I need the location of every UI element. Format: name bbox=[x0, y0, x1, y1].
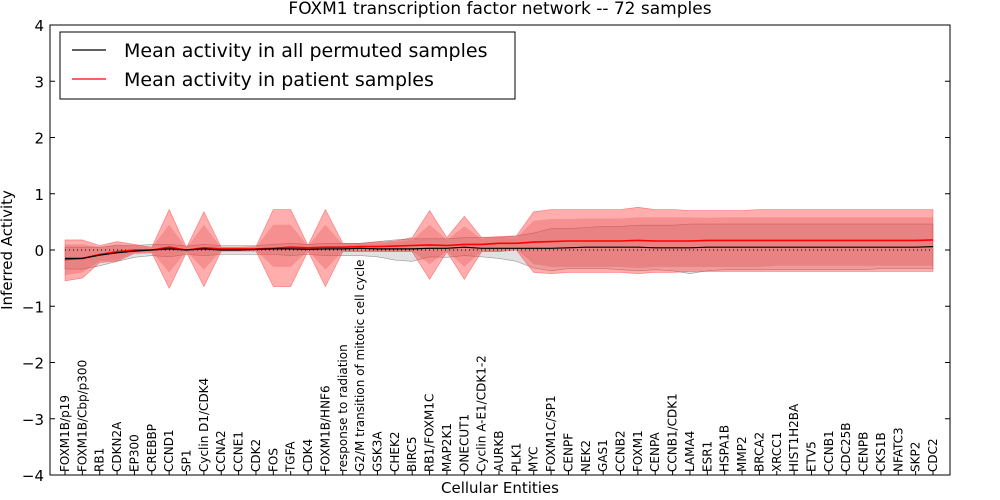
y-tick-label: 2 bbox=[34, 130, 44, 148]
x-tick-label: ONECUT1 bbox=[457, 414, 471, 472]
x-tick-label: GAS1 bbox=[596, 439, 610, 472]
x-tick-label: ETV5 bbox=[805, 441, 819, 472]
x-tick-label: CCNB1 bbox=[822, 430, 836, 472]
x-tick-label: G2/M transition of mitotic cell cycle bbox=[353, 259, 367, 472]
x-tick-label: CDK2 bbox=[249, 439, 263, 472]
y-tick-label: 4 bbox=[34, 17, 44, 35]
y-tick-label: −3 bbox=[22, 411, 44, 429]
x-tick-label: BIRC5 bbox=[405, 436, 419, 472]
x-tick-label: PLK1 bbox=[509, 443, 523, 472]
patient-inner-band bbox=[65, 217, 933, 276]
legend-box bbox=[59, 31, 516, 100]
y-tick-label: 1 bbox=[34, 186, 44, 204]
chart-title: FOXM1 transcription factor network -- 72… bbox=[288, 0, 711, 19]
x-axis-label: Cellular Entities bbox=[441, 479, 559, 497]
x-tick-label: HSPA1B bbox=[718, 425, 732, 472]
permuted-mean-line bbox=[65, 246, 934, 259]
x-tick-label: MYC bbox=[527, 447, 541, 472]
x-tick-label: Cyclin D1/CDK4 bbox=[197, 378, 211, 472]
legend-label-patient: Mean activity in patient samples bbox=[124, 69, 434, 91]
x-tick-label: BRCA2 bbox=[752, 432, 766, 472]
patient-mean-line bbox=[64, 239, 934, 261]
x-tick-label: MMP2 bbox=[735, 436, 749, 472]
x-tick-label: FOXM1C/SP1 bbox=[544, 395, 558, 472]
x-tick-label: ESR1 bbox=[700, 441, 714, 472]
x-tick-label: NFATC3 bbox=[891, 427, 905, 472]
y-axis-label: Inferred Activity bbox=[0, 190, 16, 310]
x-tick-label: CCNB1/CDK1 bbox=[666, 393, 680, 472]
x-tick-label: FOXM1B/p19 bbox=[58, 395, 72, 472]
x-tick-label: CDKN2A bbox=[110, 421, 124, 472]
x-tick-label: XRCC1 bbox=[770, 432, 784, 472]
x-tick-label: CCNB2 bbox=[614, 430, 628, 472]
x-tick-label: CCNA2 bbox=[214, 430, 228, 472]
x-tick-label: LAMA4 bbox=[683, 431, 697, 472]
x-tick-label: CKS1B bbox=[874, 432, 888, 472]
x-tick-label: SP1 bbox=[180, 449, 194, 472]
y-tick-label: −1 bbox=[22, 298, 44, 316]
legend-label-permuted: Mean activity in all permuted samples bbox=[124, 40, 487, 62]
x-tick-label: TGFA bbox=[284, 441, 298, 473]
x-tick-label: CHEK2 bbox=[388, 431, 402, 472]
x-tick-label: RB1 bbox=[93, 448, 107, 472]
x-tick-label: CDC25B bbox=[839, 423, 853, 473]
legend: Mean activity in all permuted samples Me… bbox=[59, 31, 516, 100]
x-tick-label: CENPA bbox=[648, 432, 662, 472]
y-tick-label: −4 bbox=[22, 467, 44, 485]
x-tick-label: Cyclin A-E1/CDK1-2 bbox=[475, 355, 489, 472]
series-lines-layer bbox=[64, 239, 934, 261]
x-tick-label: CREBBP bbox=[145, 424, 159, 472]
y-tick-label: −2 bbox=[22, 355, 44, 373]
x-tick-label: CDC2 bbox=[926, 438, 940, 472]
x-tick-label: FOS bbox=[266, 448, 280, 472]
x-tick-label: HIST1H2BA bbox=[787, 403, 801, 472]
x-tick-label: CDK4 bbox=[301, 439, 315, 472]
y-tick-label: 3 bbox=[34, 73, 44, 91]
y-tick-label: 0 bbox=[34, 242, 44, 260]
x-tick-label: FOXM1B/HNF6 bbox=[318, 385, 332, 472]
x-tick-label: NEK2 bbox=[579, 440, 593, 472]
x-tick-label: CENPF bbox=[561, 433, 575, 472]
x-tick-label: FOXM1B/Cbp/p300 bbox=[75, 360, 89, 472]
x-tick-label: SKP2 bbox=[909, 442, 923, 472]
x-tick-label: MAP2K1 bbox=[440, 423, 454, 472]
x-tick-label: response to radiation bbox=[336, 344, 350, 472]
x-tick-label: CCND1 bbox=[162, 429, 176, 472]
x-tick-label: CCNE1 bbox=[232, 431, 246, 472]
x-tick-label: EP300 bbox=[127, 434, 141, 472]
x-tick-label: FOXM1 bbox=[631, 430, 645, 472]
x-tick-label: GSK3A bbox=[371, 431, 385, 472]
y-axis: −4 −3 −2 −1 0 1 2 3 4 bbox=[22, 17, 950, 485]
x-tick-label: RB1/FOXM1C bbox=[423, 394, 437, 472]
x-tick-label: AURKB bbox=[492, 431, 506, 472]
x-axis: FOXM1B/p19 FOXM1B/Cbp/p300 RB1 CDKN2A EP300 C… bbox=[58, 259, 940, 475]
x-tick-label: CENPB bbox=[857, 432, 871, 472]
